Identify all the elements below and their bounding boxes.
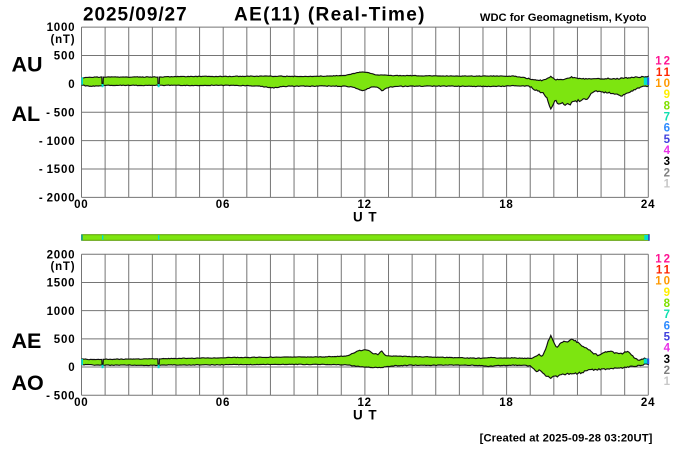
svg-text:- 1000: - 1000 bbox=[39, 136, 76, 148]
svg-text:1: 1 bbox=[664, 376, 672, 388]
svg-text:AU: AU bbox=[12, 52, 43, 76]
svg-text:12: 12 bbox=[655, 253, 672, 265]
svg-text:0: 0 bbox=[68, 79, 75, 91]
svg-text:500: 500 bbox=[54, 51, 76, 63]
svg-text:5: 5 bbox=[664, 332, 672, 344]
svg-text:18: 18 bbox=[499, 199, 513, 211]
svg-text:7: 7 bbox=[664, 112, 672, 124]
svg-text:9: 9 bbox=[664, 287, 672, 299]
svg-text:06: 06 bbox=[216, 199, 230, 211]
svg-text:7: 7 bbox=[664, 309, 672, 321]
svg-text:12: 12 bbox=[357, 199, 371, 211]
svg-text:11: 11 bbox=[656, 67, 672, 79]
svg-text:1500: 1500 bbox=[47, 278, 76, 290]
svg-text:U T: U T bbox=[353, 408, 378, 423]
svg-text:9: 9 bbox=[664, 89, 672, 101]
svg-text:06: 06 bbox=[216, 397, 230, 409]
svg-text:4: 4 bbox=[664, 145, 672, 157]
svg-text:5: 5 bbox=[664, 134, 672, 146]
svg-text:11: 11 bbox=[656, 265, 672, 277]
svg-text:500: 500 bbox=[54, 334, 76, 346]
svg-text:- 1500: - 1500 bbox=[39, 164, 76, 176]
svg-text:(nT): (nT) bbox=[50, 34, 75, 46]
svg-text:- 500: - 500 bbox=[46, 390, 75, 402]
svg-text:2025/09/27: 2025/09/27 bbox=[83, 5, 188, 26]
svg-text:0: 0 bbox=[68, 362, 75, 374]
svg-text:10: 10 bbox=[655, 78, 672, 90]
svg-text:3: 3 bbox=[664, 354, 672, 366]
svg-text:3: 3 bbox=[664, 156, 672, 168]
svg-text:8: 8 bbox=[664, 298, 672, 310]
svg-text:6: 6 bbox=[664, 320, 672, 332]
svg-text:1: 1 bbox=[664, 178, 672, 190]
svg-text:00: 00 bbox=[74, 397, 88, 409]
svg-text:00: 00 bbox=[74, 199, 88, 211]
svg-text:4: 4 bbox=[664, 343, 672, 355]
svg-text:AE: AE bbox=[12, 329, 42, 353]
svg-text:24: 24 bbox=[641, 199, 655, 211]
svg-text:2: 2 bbox=[664, 167, 672, 179]
svg-text:WDC for Geomagnetism, Kyoto: WDC for Geomagnetism, Kyoto bbox=[480, 12, 647, 24]
svg-text:10: 10 bbox=[655, 276, 672, 288]
svg-text:24: 24 bbox=[641, 397, 655, 409]
svg-text:U T: U T bbox=[353, 210, 378, 225]
svg-text:AL: AL bbox=[12, 102, 41, 126]
svg-text:[Created at 2025-09-28 03:20UT: [Created at 2025-09-28 03:20UT] bbox=[480, 433, 653, 445]
svg-text:12: 12 bbox=[357, 397, 371, 409]
svg-text:AE(11) (Real-Time): AE(11) (Real-Time) bbox=[234, 5, 426, 26]
svg-text:18: 18 bbox=[499, 397, 513, 409]
svg-text:2000: 2000 bbox=[47, 249, 76, 261]
svg-text:- 2000: - 2000 bbox=[39, 193, 76, 205]
svg-text:8: 8 bbox=[664, 100, 672, 112]
svg-text:- 500: - 500 bbox=[46, 107, 75, 119]
svg-text:1000: 1000 bbox=[47, 22, 76, 34]
svg-text:2: 2 bbox=[664, 365, 672, 377]
svg-text:AO: AO bbox=[12, 371, 44, 395]
svg-text:6: 6 bbox=[664, 123, 672, 135]
svg-text:12: 12 bbox=[655, 56, 672, 68]
svg-text:(nT): (nT) bbox=[50, 261, 75, 273]
svg-text:1000: 1000 bbox=[47, 306, 76, 318]
